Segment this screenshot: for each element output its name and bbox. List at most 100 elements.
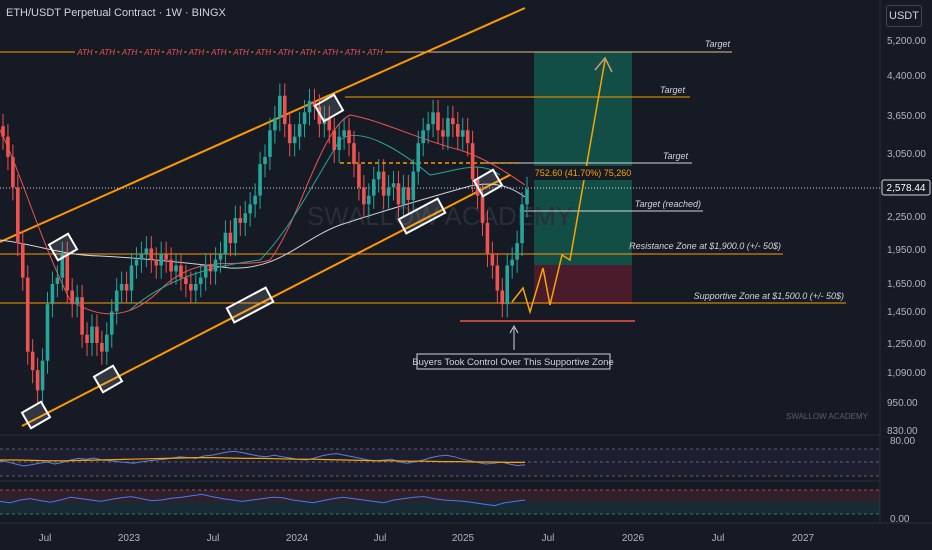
candle-body <box>114 290 119 312</box>
candle-body <box>500 290 505 305</box>
ath-label: ATH <box>299 48 316 57</box>
candle-body <box>109 311 114 335</box>
candle-body <box>485 222 490 254</box>
last-price-value: 2,578.44 <box>887 183 926 194</box>
candle-body <box>149 248 154 260</box>
ath-label-bg <box>253 46 274 58</box>
target-zone <box>534 52 632 265</box>
highlight-boxes <box>20 93 504 430</box>
candle-body <box>134 259 139 266</box>
candle-body <box>302 112 307 125</box>
candle-body <box>243 213 248 223</box>
candle-body <box>248 204 252 214</box>
candle-body <box>85 334 89 343</box>
candle-body <box>317 106 322 125</box>
candle-body <box>431 112 435 125</box>
candle-body <box>90 326 94 343</box>
box-4 <box>225 286 275 324</box>
candle-body <box>357 164 361 188</box>
candle-body <box>35 370 40 391</box>
candle-body <box>287 124 292 144</box>
ath-label: ATH <box>188 48 205 57</box>
ath-label-bg <box>320 46 341 58</box>
ath-label: ATH <box>232 48 249 57</box>
ath-label-bg <box>342 46 363 58</box>
symbol-header[interactable]: ETH/USDT Perpetual Contract · 1W · BINGX <box>6 7 226 19</box>
osc-axis-label: 0.00 <box>890 514 910 525</box>
ath-label: ATH <box>344 48 361 57</box>
candle-body <box>441 130 445 137</box>
candle-body <box>273 118 277 131</box>
ath-label: ATH <box>255 48 272 57</box>
candle-body <box>179 265 183 278</box>
candle-body <box>446 118 450 137</box>
time-axis[interactable]: Jul 2023 Jul 2024 Jul 2025 Jul 2026 Jul 2027 <box>39 533 815 544</box>
candle-body <box>337 136 341 150</box>
candle-body <box>347 130 351 144</box>
candle-body <box>278 95 282 119</box>
channel-upper <box>0 7 526 243</box>
ath-label-bg <box>141 46 162 58</box>
candle-body <box>460 130 465 137</box>
candle-body <box>455 124 460 137</box>
candle-body <box>129 265 134 291</box>
candle-body <box>332 130 337 150</box>
candle-body <box>297 124 302 137</box>
candle-body <box>238 218 243 223</box>
candle-body <box>169 259 173 272</box>
candle-body <box>282 95 287 125</box>
candle-body <box>16 187 20 244</box>
candle-body <box>495 265 500 291</box>
candle-body <box>327 118 332 131</box>
candle-body <box>1 126 5 137</box>
candle-body <box>233 218 238 244</box>
price-tick-label: 950.00 <box>887 398 918 409</box>
candle-body <box>213 259 218 272</box>
candle-body <box>144 248 149 254</box>
ath-label-bg <box>119 46 140 58</box>
candle-body <box>30 351 35 371</box>
candle-body <box>520 204 524 244</box>
price-tick-label: 4,400.00 <box>887 71 926 82</box>
candle-body <box>421 130 425 144</box>
callout-arrow-head <box>509 324 519 334</box>
price-tick-label: 3,650.00 <box>887 111 926 122</box>
box-3 <box>47 232 79 262</box>
last-price-tag <box>881 179 931 196</box>
price-tick-label: 830.00 <box>887 426 918 437</box>
candle-body <box>386 187 391 196</box>
measure-box <box>534 166 632 180</box>
candle-body <box>253 195 257 205</box>
candle-body <box>470 143 475 180</box>
candle-body <box>70 290 75 305</box>
price-tick-label: 5,200.00 <box>887 36 926 47</box>
channel-lower <box>21 174 511 427</box>
candle-body <box>20 243 25 278</box>
time-tick-label: Jul <box>207 533 220 544</box>
ath-label-bg <box>231 46 252 58</box>
box-5 <box>313 93 345 123</box>
target-label-top: Target <box>705 39 731 49</box>
ath-label: ATH <box>322 48 339 57</box>
candle-body <box>75 297 79 305</box>
ath-label-bg <box>97 46 118 58</box>
candle-body <box>6 136 10 157</box>
price-axis[interactable]: 5,200.00 4,400.00 3,650.00 3,050.00 2,250.00… <box>887 36 926 437</box>
time-tick-label: 2024 <box>286 533 309 544</box>
candle-body <box>426 124 430 131</box>
time-tick-label: Jul <box>39 533 52 544</box>
candle-body <box>292 136 297 144</box>
target-reached-label: Target (reached) <box>635 199 701 209</box>
candle-body <box>40 360 45 391</box>
candle-body <box>119 283 124 291</box>
ath-label: ATH <box>121 48 138 57</box>
rsi-band <box>0 449 880 476</box>
ath-label-bg <box>275 46 296 58</box>
candle-body <box>515 243 519 260</box>
currency-button[interactable]: USDT <box>886 5 922 27</box>
candle-body <box>95 326 99 343</box>
ath-label-bg <box>186 46 207 58</box>
ath-label-bg <box>164 46 185 58</box>
candle-body <box>480 195 485 223</box>
